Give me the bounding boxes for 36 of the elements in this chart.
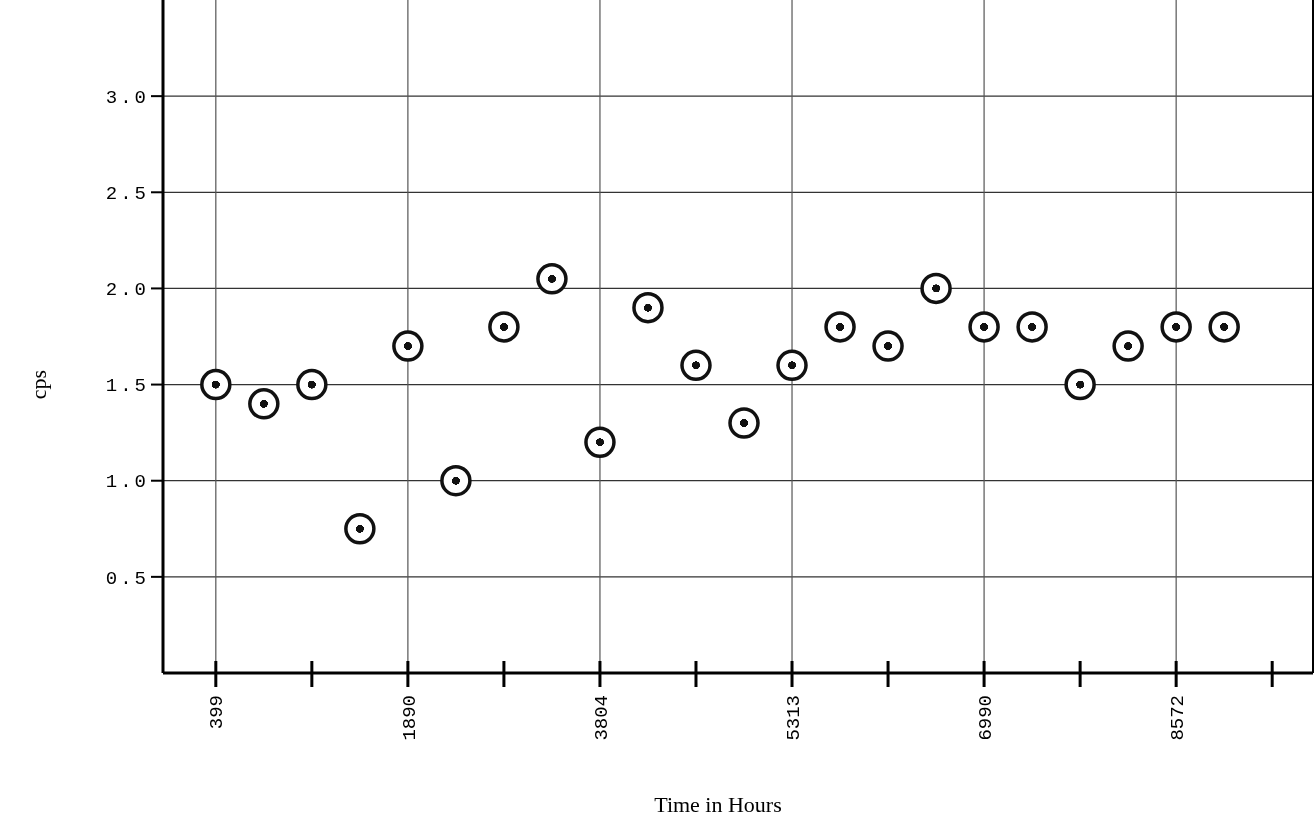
- x-tick-label: 5313: [782, 695, 805, 741]
- point: [1016, 311, 1048, 343]
- x-tick-label: 6990: [974, 695, 997, 741]
- point: [1064, 368, 1096, 401]
- point: [728, 407, 760, 439]
- x-tick-label: 8572: [1166, 695, 1189, 741]
- y-tick-label: 1.5: [105, 375, 149, 398]
- point: [776, 349, 808, 382]
- y-tick-label: 2.5: [105, 182, 149, 205]
- y-axis-title: cps: [25, 369, 51, 400]
- point: [680, 349, 712, 382]
- point: [1208, 311, 1240, 343]
- x-tick-label: 399: [206, 695, 229, 730]
- point: [1112, 330, 1144, 362]
- y-tick-label: 0.5: [105, 567, 149, 590]
- point: [392, 330, 424, 362]
- point: [536, 263, 568, 295]
- y-tick-label: 2.0: [105, 279, 149, 302]
- x-tick-label: 1890: [398, 695, 421, 741]
- point: [920, 272, 952, 305]
- y-tick-label: 1.0: [105, 471, 149, 494]
- point: [872, 330, 904, 362]
- point: [296, 368, 328, 401]
- y-tick-label: 3.0: [105, 86, 149, 109]
- point: [584, 426, 616, 459]
- point: [200, 368, 232, 401]
- point: [824, 311, 856, 343]
- point: [632, 291, 664, 324]
- point: [968, 311, 1000, 343]
- point: [344, 513, 376, 545]
- point: [440, 464, 472, 497]
- x-tick-label: 3804: [590, 695, 613, 741]
- point: [248, 388, 280, 420]
- point: [488, 311, 520, 343]
- x-axis-title: Time in Hours: [654, 792, 782, 817]
- point: [1160, 311, 1192, 343]
